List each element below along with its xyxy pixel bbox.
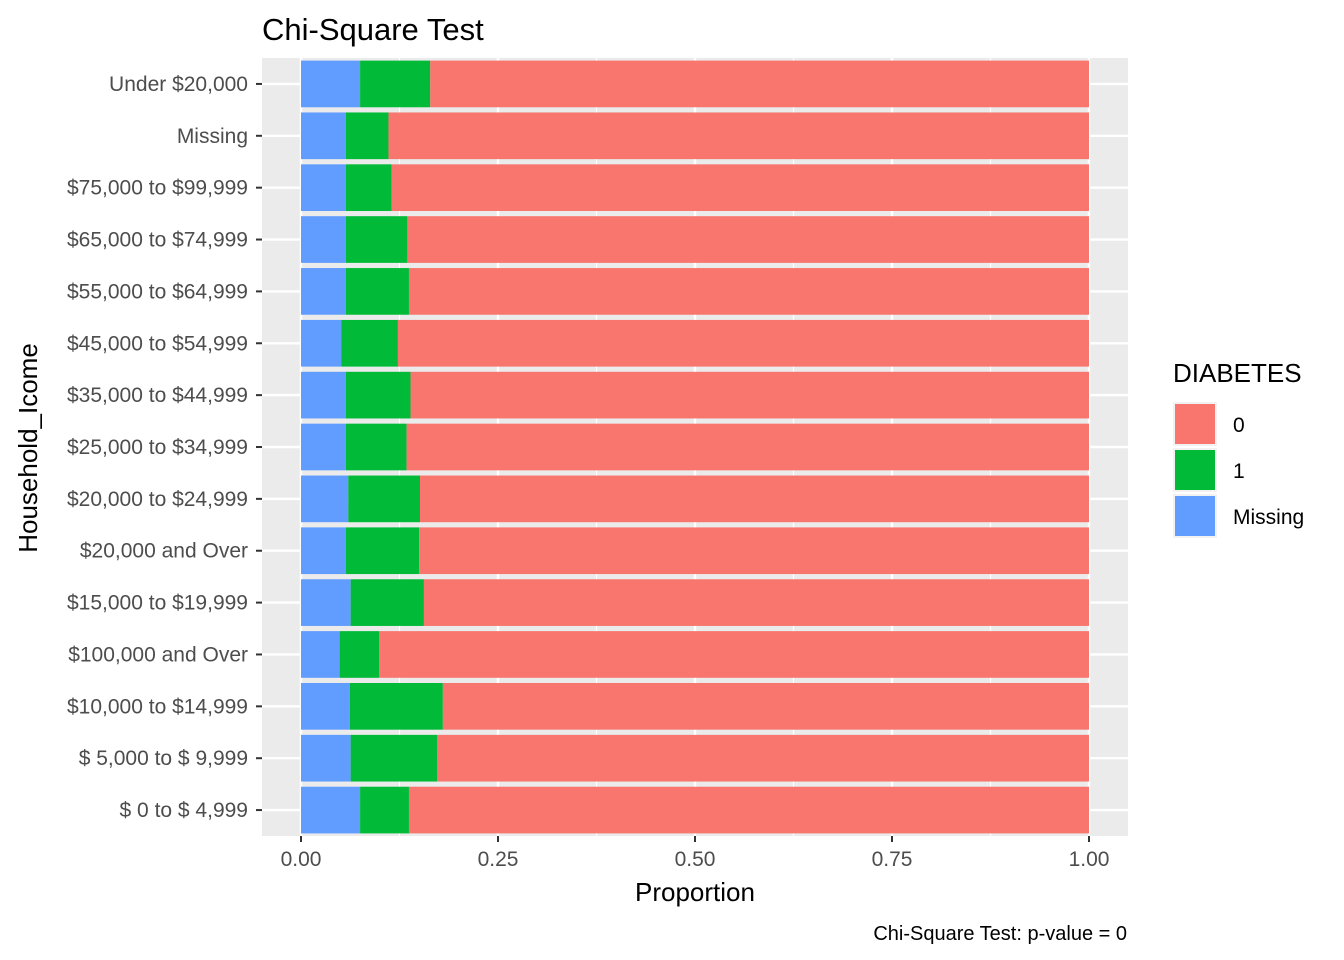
bar-segment [301,734,351,782]
bar-segment [345,164,392,212]
bar-segment [301,423,346,471]
legend-swatch [1175,450,1215,490]
bar-segment [360,786,409,834]
y-tick-label: $20,000 and Over [80,540,248,563]
y-tick-label: $100,000 and Over [68,643,248,666]
bar-segment [301,475,349,523]
bar-segment [345,527,420,575]
bar-segment [419,475,1089,523]
legend-swatch [1175,404,1215,444]
bar-segment [430,60,1089,108]
bar-segment [407,216,1089,263]
x-axis-title: Proportion [635,877,755,907]
bar-segment [345,423,407,471]
legend-swatch [1175,496,1215,536]
bar-segment [408,786,1089,834]
bar-segment [360,60,431,108]
bar-segment [410,371,1090,419]
bar-segment [341,319,398,367]
caption: Chi-Square Test: p-value = 0 [873,923,1127,945]
legend: DIABETES 0 1 Missing [1173,358,1304,538]
legend-title: DIABETES [1173,358,1302,388]
y-tick-label: $15,000 to $19,999 [67,592,248,615]
bar-segment [388,112,1089,160]
legend-label: 0 [1233,414,1245,437]
bar-segment [345,216,408,263]
legend-label: 1 [1233,460,1245,483]
y-tick-label: $45,000 to $54,999 [67,332,248,355]
y-tick-label: $10,000 to $14,999 [67,695,248,718]
y-tick-label: $ 0 to $ 4,999 [120,799,248,822]
bar-segment [301,579,351,626]
bar-segment [442,682,1090,730]
bar-segment [406,423,1089,471]
y-tick-label: $75,000 to $99,999 [67,177,248,200]
bar-segment [379,631,1090,678]
x-tick-labels: 0.00 0.25 0.50 0.75 1.00 [281,836,1110,871]
y-tick-label: $65,000 to $74,999 [67,229,248,252]
y-tick-label: Under $20,000 [109,73,248,96]
bar-segment [397,319,1089,367]
y-tick-label: $35,000 to $44,999 [67,384,248,407]
bar-segment [301,112,346,160]
bar-segment [301,268,346,315]
bar-segment [301,527,346,575]
x-tick-label: 0.75 [872,848,913,871]
y-axis-title: Household_Icome [13,343,43,553]
x-tick-label: 1.00 [1069,848,1110,871]
bar-segment [345,112,389,160]
bar-segment [350,734,438,782]
legend-label: Missing [1233,506,1304,529]
bar-segment [301,682,350,730]
bar-segment [350,579,424,626]
y-tick-label: $25,000 to $34,999 [67,436,248,459]
bar-segment [301,371,346,419]
bars [301,60,1090,834]
bar-segment [301,786,361,834]
bar-segment [301,216,346,263]
bar-segment [349,682,443,730]
bar-segment [345,371,411,419]
bar-segment [408,268,1089,315]
bar-segment [391,164,1089,212]
bar-segment [419,527,1089,575]
bar-segment [339,631,380,678]
bar-segment [301,164,346,212]
x-tick-label: 0.25 [478,848,519,871]
y-tick-label: $20,000 to $24,999 [67,488,248,511]
chart-title: Chi-Square Test [262,12,484,47]
x-tick-label: 0.50 [675,848,716,871]
y-tick-label: Missing [177,125,248,148]
x-tick-label: 0.00 [281,848,322,871]
y-tick-labels: Under $20,000 Missing $75,000 to $99,999 $6… [67,73,262,822]
bar-segment [345,268,409,315]
bar-segment [301,319,342,367]
bar-segment [301,631,340,678]
bar-segment [423,579,1090,626]
y-tick-label: $ 5,000 to $ 9,999 [79,747,248,770]
y-tick-label: $55,000 to $64,999 [67,280,248,303]
bar-segment [301,60,361,108]
bar-segment [348,475,420,523]
bar-segment [437,734,1090,782]
